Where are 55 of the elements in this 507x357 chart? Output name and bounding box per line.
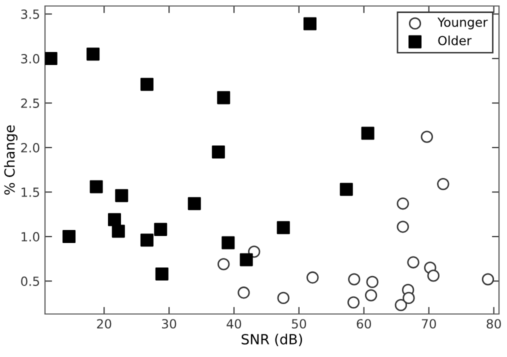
y-tick-label: 1.0 — [22, 232, 40, 242]
legend-label: Older — [438, 36, 472, 46]
x-tick-label: 20 — [97, 319, 112, 329]
y-tick-label: 2.5 — [21, 98, 40, 108]
point — [188, 197, 201, 210]
point — [277, 292, 290, 304]
x-tick-label: 30 — [162, 319, 176, 329]
point — [348, 273, 360, 286]
point — [62, 230, 76, 244]
point — [437, 178, 450, 190]
point — [115, 189, 128, 202]
point — [306, 271, 319, 284]
y-tick-label: 1.5 — [22, 188, 40, 197]
point — [396, 198, 409, 210]
point — [402, 292, 415, 304]
point — [212, 145, 225, 158]
point — [396, 220, 409, 233]
point — [112, 224, 125, 238]
point — [217, 91, 230, 104]
point — [420, 130, 433, 143]
point — [240, 253, 253, 266]
point — [222, 236, 235, 250]
point — [303, 17, 316, 30]
x-tick-label: 80 — [486, 319, 501, 329]
point — [347, 296, 360, 308]
x-axis-title: SNR (dB) — [242, 334, 302, 346]
point — [154, 222, 168, 236]
point — [238, 286, 250, 299]
point — [361, 126, 374, 140]
point — [366, 276, 378, 288]
point — [340, 182, 353, 196]
point — [407, 256, 420, 268]
point — [155, 267, 168, 280]
x-tick-label: 50 — [292, 319, 306, 329]
y-tick-label: 0.5 — [21, 276, 40, 286]
y-axis-title: % Change — [4, 125, 18, 195]
point — [276, 221, 290, 234]
point — [86, 48, 100, 61]
legend-label: Younger — [437, 18, 488, 30]
point — [218, 258, 230, 270]
x-tick-label: 60 — [356, 319, 372, 329]
y-tick-label: 3.5 — [21, 9, 40, 19]
x-tick-label: 70 — [422, 319, 436, 329]
point — [364, 289, 378, 302]
point — [108, 213, 121, 226]
point — [427, 270, 440, 282]
y-tick-label: 2.0 — [21, 143, 40, 152]
point — [45, 52, 58, 66]
point — [90, 180, 103, 194]
x-tick-label: 40 — [226, 319, 242, 329]
y-tick-label: 3.0 — [21, 54, 40, 64]
point — [140, 234, 154, 247]
point — [140, 78, 154, 91]
point — [482, 273, 494, 286]
point — [394, 299, 407, 312]
